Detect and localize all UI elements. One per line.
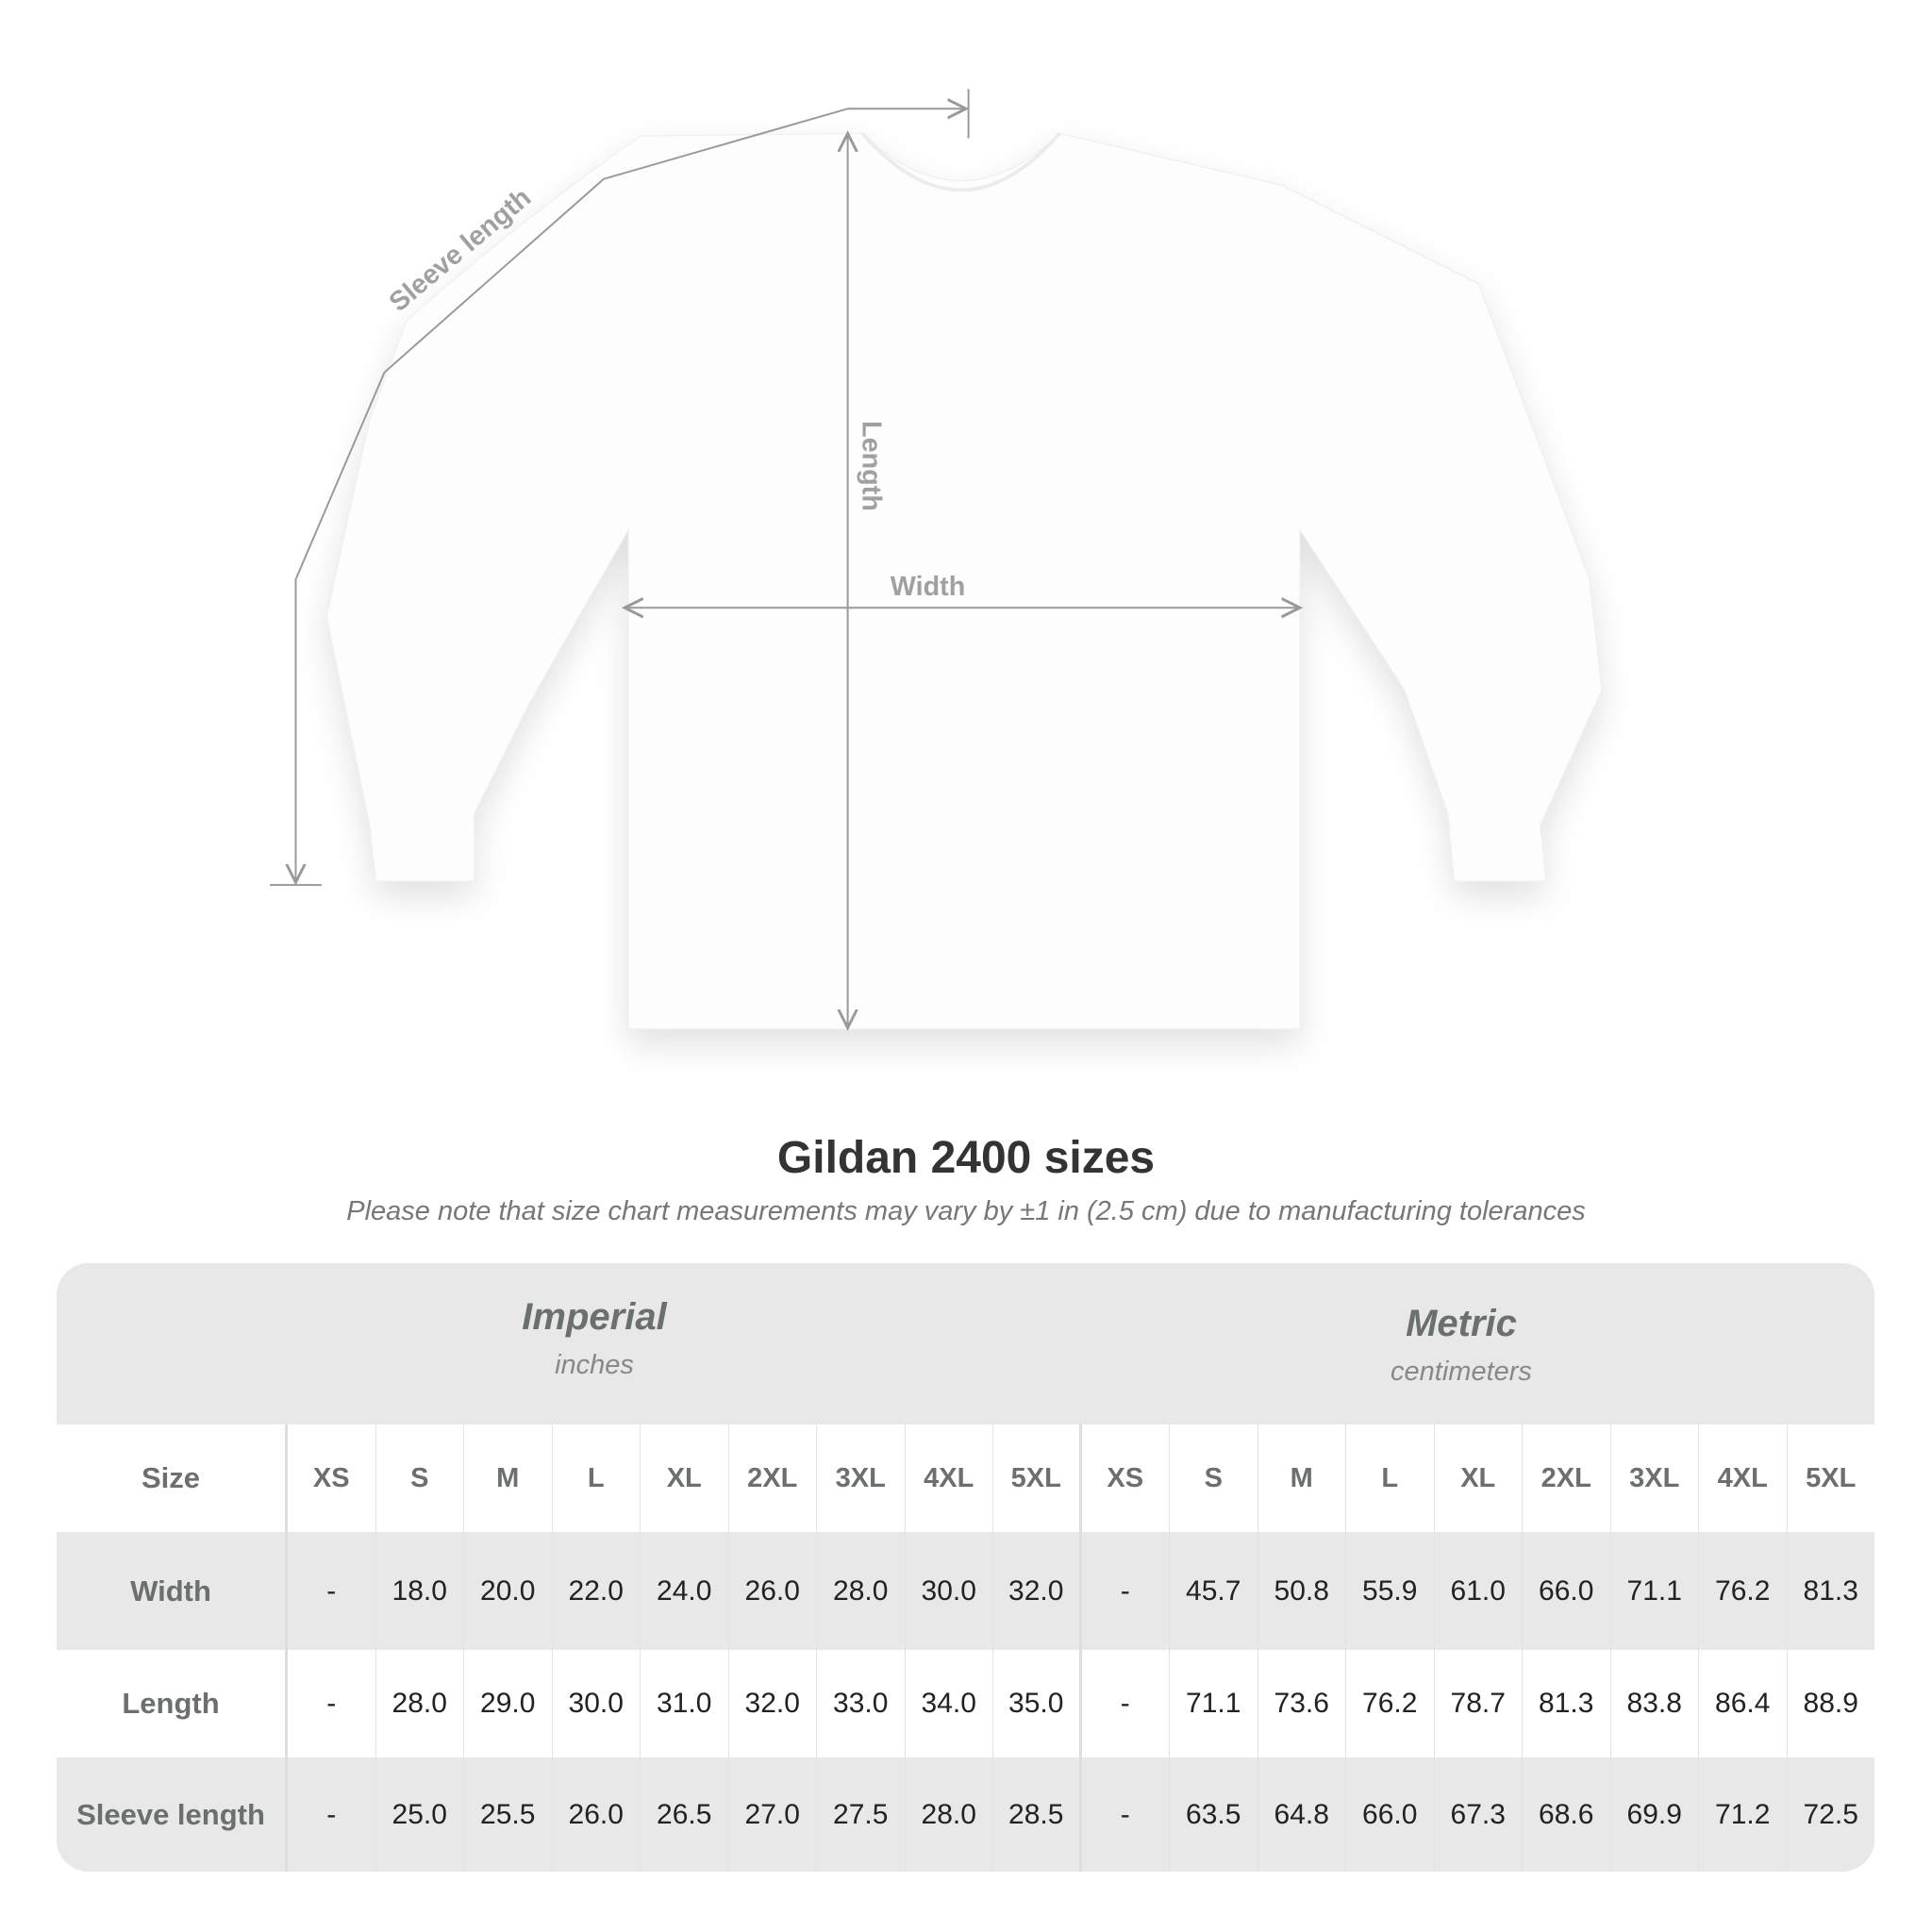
metric-value-3xl: 83.8 <box>1611 1650 1699 1757</box>
metric-value-l: 76.2 <box>1346 1650 1435 1757</box>
metric-value-xs: - <box>1082 1757 1170 1872</box>
imperial-value-5xl: 35.0 <box>993 1650 1082 1757</box>
shirt-measurement-diagram: Sleeve length Length Width <box>270 89 1603 1044</box>
width-label: Width <box>891 572 965 602</box>
metric-value-m: 50.8 <box>1258 1532 1346 1650</box>
metric-size-3xl: 3XL <box>1611 1424 1699 1532</box>
imperial-size-4xl: 4XL <box>906 1424 993 1532</box>
imperial-size-xl: XL <box>641 1424 729 1532</box>
metric-title: Metric <box>1406 1303 1517 1344</box>
metric-value-3xl: 69.9 <box>1611 1757 1699 1872</box>
imperial-value-xs: - <box>288 1532 376 1650</box>
imperial-value-m: 29.0 <box>464 1650 553 1757</box>
size-label: Size <box>57 1424 288 1532</box>
imperial-title: Imperial <box>522 1296 667 1338</box>
imperial-value-s: 25.0 <box>376 1757 464 1872</box>
metric-value-2xl: 66.0 <box>1523 1532 1611 1650</box>
metric-header: Metric centimeters <box>1131 1303 1791 1388</box>
table-row: Width -18.0 20.0 22.0 24.0 26.0 28.0 30.0 32.0-4… <box>57 1532 1874 1650</box>
imperial-size-3xl: 3XL <box>817 1424 906 1532</box>
page-title: Gildan 2400 sizes <box>776 1133 1156 1183</box>
metric-value-5xl: 88.9 <box>1788 1650 1875 1757</box>
tolerance-note: Please note that size chart measurements… <box>346 1196 1586 1226</box>
imperial-value-m: 25.5 <box>464 1757 553 1872</box>
sleeve-length-line <box>295 108 966 882</box>
metric-value-xs: - <box>1082 1650 1170 1757</box>
row-label: Width <box>57 1532 288 1650</box>
metric-value-xs: - <box>1082 1532 1170 1650</box>
metric-size-2xl: 2XL <box>1523 1424 1611 1532</box>
metric-value-s: 45.7 <box>1170 1532 1258 1650</box>
imperial-value-4xl: 30.0 <box>906 1532 993 1650</box>
metric-value-2xl: 81.3 <box>1523 1650 1611 1757</box>
metric-size-m: M <box>1258 1424 1346 1532</box>
metric-value-4xl: 86.4 <box>1699 1650 1788 1757</box>
imperial-size-2xl: 2XL <box>729 1424 817 1532</box>
metric-unit: centimeters <box>1391 1357 1532 1387</box>
imperial-size-m: M <box>464 1424 553 1532</box>
imperial-value-4xl: 28.0 <box>906 1757 993 1872</box>
metric-value-s: 71.1 <box>1170 1650 1258 1757</box>
size-header-row: Size XS S M L XL 2XL 3XL 4XL 5XL XS S M L XL 2XL 3XL 4XL 5… <box>57 1424 1874 1532</box>
metric-value-s: 63.5 <box>1170 1757 1258 1872</box>
imperial-size-5xl: 5XL <box>993 1424 1082 1532</box>
size-table: Imperial inches Metric centimeters Size X… <box>57 1263 1874 1872</box>
imperial-value-xl: 26.5 <box>641 1757 729 1872</box>
row-label: Length <box>57 1650 288 1757</box>
metric-value-l: 66.0 <box>1346 1757 1435 1872</box>
imperial-value-2xl: 27.0 <box>729 1757 817 1872</box>
metric-size-l: L <box>1346 1424 1435 1532</box>
metric-value-l: 55.9 <box>1346 1532 1435 1650</box>
imperial-value-3xl: 33.0 <box>817 1650 906 1757</box>
imperial-value-xl: 24.0 <box>641 1532 729 1650</box>
imperial-value-5xl: 28.5 <box>993 1757 1082 1872</box>
metric-value-3xl: 71.1 <box>1611 1532 1699 1650</box>
imperial-value-m: 20.0 <box>464 1532 553 1650</box>
metric-value-xl: 61.0 <box>1435 1532 1523 1650</box>
imperial-value-5xl: 32.0 <box>993 1532 1082 1650</box>
unit-header: Imperial inches Metric centimeters <box>57 1263 1874 1424</box>
imperial-size-l: L <box>553 1424 641 1532</box>
length-label: Length <box>856 421 886 511</box>
imperial-value-3xl: 27.5 <box>817 1757 906 1872</box>
metric-value-m: 73.6 <box>1258 1650 1346 1757</box>
imperial-value-2xl: 26.0 <box>729 1532 817 1650</box>
imperial-value-4xl: 34.0 <box>906 1650 993 1757</box>
table-row: Length -28.0 29.0 30.0 31.0 32.0 33.0 34.0 35.0-… <box>57 1650 1874 1757</box>
imperial-value-s: 18.0 <box>376 1532 464 1650</box>
table-row: Sleeve length -25.0 25.5 26.0 26.5 27.0 27.5 28… <box>57 1757 1874 1872</box>
metric-value-5xl: 72.5 <box>1788 1757 1875 1872</box>
imperial-value-l: 30.0 <box>553 1650 641 1757</box>
imperial-value-2xl: 32.0 <box>729 1650 817 1757</box>
row-label: Sleeve length <box>57 1757 288 1872</box>
metric-value-m: 64.8 <box>1258 1757 1346 1872</box>
metric-size-5xl: 5XL <box>1788 1424 1875 1532</box>
imperial-value-xs: - <box>288 1650 376 1757</box>
imperial-size-xs: XS <box>288 1424 376 1532</box>
metric-size-4xl: 4XL <box>1699 1424 1788 1532</box>
metric-value-4xl: 71.2 <box>1699 1757 1788 1872</box>
metric-value-2xl: 68.6 <box>1523 1757 1611 1872</box>
imperial-value-xs: - <box>288 1757 376 1872</box>
imperial-value-xl: 31.0 <box>641 1650 729 1757</box>
imperial-size-s: S <box>376 1424 464 1532</box>
metric-value-xl: 78.7 <box>1435 1650 1523 1757</box>
imperial-unit: inches <box>555 1350 634 1380</box>
metric-size-xl: XL <box>1435 1424 1523 1532</box>
imperial-value-l: 22.0 <box>553 1532 641 1650</box>
imperial-value-l: 26.0 <box>553 1757 641 1872</box>
imperial-value-3xl: 28.0 <box>817 1532 906 1650</box>
imperial-value-s: 28.0 <box>376 1650 464 1757</box>
metric-value-4xl: 76.2 <box>1699 1532 1788 1650</box>
metric-value-5xl: 81.3 <box>1788 1532 1875 1650</box>
metric-size-s: S <box>1170 1424 1258 1532</box>
imperial-header: Imperial inches <box>264 1296 924 1381</box>
metric-value-xl: 67.3 <box>1435 1757 1523 1872</box>
metric-size-xs: XS <box>1082 1424 1170 1532</box>
